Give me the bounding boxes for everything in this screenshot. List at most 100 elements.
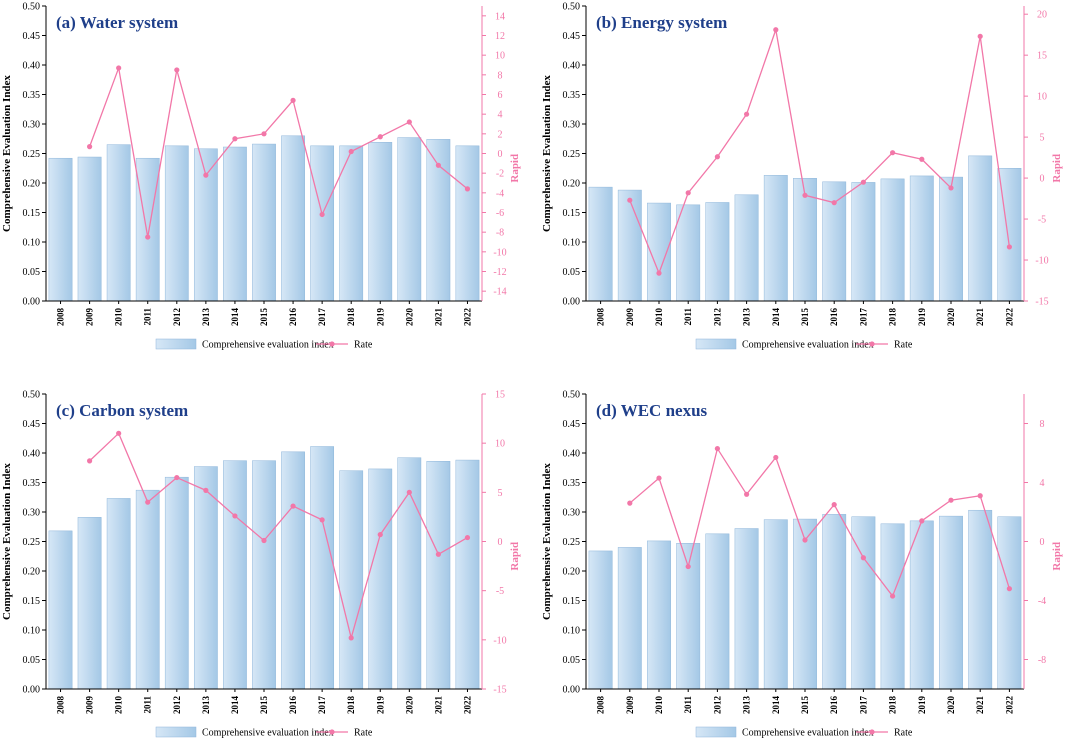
bar-2019 [909,175,934,302]
legend: Comprehensive evaluation index Rate [695,338,913,351]
y2-tick-label: 5 [498,488,503,499]
rate-point-2009 [627,500,633,506]
x-tick-label: 2008 [596,308,606,327]
x-tick-label: 2020 [404,308,414,327]
x-tick-label: 2013 [742,696,752,715]
bar-2010 [647,540,671,690]
rate-point-2020 [406,489,412,495]
legend-line-marker [869,729,875,735]
rate-point-2014 [773,27,779,33]
rate-point-2019 [919,156,925,162]
y2-tick-label: 10 [495,439,505,450]
y2-tick-label: -14 [493,287,506,298]
x-tick-label: 2012 [172,696,182,715]
rate-point-2018 [890,593,896,599]
bar-2008 [588,550,613,690]
chart-panel-3: 0.00 0.05 0.10 0.15 0.20 0.25 0.30 0.35 0.40 0.45… [1,390,521,739]
bar-2019 [368,468,393,690]
y-tick-label: 0.30 [23,508,41,519]
y-tick-label: 0.10 [23,626,41,637]
y2-tick-label: -5 [1038,215,1046,226]
bar-2014 [763,519,788,690]
bar-2014 [223,460,247,690]
rate-point-2015 [261,537,267,544]
x-tick-label: 2008 [56,696,66,715]
bar-2014 [223,146,247,302]
y-tick-label: 0.15 [23,208,41,219]
bar-2011 [135,157,160,302]
bar-2020 [939,176,963,302]
rate-point-2012 [174,474,180,481]
bar-2019 [368,142,393,302]
x-tick-label: 2012 [712,696,722,715]
y-tick-label: 0.10 [563,626,581,637]
y-tick-label: 0.45 [563,419,581,430]
y2-tick-label: -4 [496,188,504,199]
y-tick-label: 0.20 [563,179,581,190]
y-tick-label: 0.00 [563,685,581,696]
x-tick-label: 2016 [829,696,839,715]
y2-tick-label: -4 [1038,596,1046,607]
rate-point-2015 [261,131,267,137]
y-tick-label: 0.50 [23,390,41,401]
y2-tick-label: 8 [1040,419,1045,430]
bar-2011 [676,204,701,302]
rate-point-2022 [1006,244,1013,250]
x-tick-label: 2015 [259,308,269,327]
x-tick-label: 2010 [654,308,664,327]
x-tick-label: 2010 [654,696,664,715]
x-tick-label: 2017 [858,308,868,327]
legend: Comprehensive evaluation index Rate [155,338,373,351]
y2-tick-label: 14 [495,11,505,22]
y-tick-label: 0.10 [563,238,581,249]
rate-point-2021 [977,33,983,39]
legend: Comprehensive evaluation index Rate [695,726,913,739]
bar-2012 [705,533,730,690]
x-tick-label: 2017 [317,696,327,715]
x-tick-label: 2009 [85,696,95,715]
y-tick-label: 0.45 [563,31,581,42]
x-tick-label: 2019 [375,696,385,715]
x-tick-label: 2014 [230,696,240,715]
x-tick-label: 2021 [975,308,985,327]
x-tick-label: 2022 [1004,696,1014,715]
rate-point-2011 [145,234,151,240]
chart-panel-2: 0.00 0.05 0.10 0.15 0.20 0.25 0.30 0.35 0.40 0.45… [541,2,1063,351]
y-axis-label: Comprehensive Evaluation Index [541,463,553,620]
y-tick-label: 0.45 [23,419,41,430]
rate-point-2020 [406,119,412,125]
x-tick-label: 2022 [1004,308,1014,327]
x-tick-label: 2019 [917,308,927,327]
y-tick-label: 0.50 [563,2,581,13]
y2-tick-label: 4 [1040,478,1045,489]
y2-tick-label: 2 [498,129,503,140]
rate-point-2009 [87,458,93,464]
x-tick-label: 2011 [143,308,153,326]
bar-2016 [822,514,847,690]
y2-tick-label: 0 [1040,174,1045,185]
y2-tick-label: -6 [496,208,504,219]
bar-2012 [705,202,730,302]
x-tick-label: 2009 [625,696,635,715]
chart-panel-1: 0.00 0.05 0.10 0.15 0.20 0.25 0.30 0.35 0.40 0.45… [1,2,521,351]
y-tick-label: 0.25 [23,537,41,548]
bar-2019 [909,520,934,690]
y-tick-label: 0.25 [563,149,581,160]
rate-point-2014 [232,513,238,519]
bar-2013 [734,528,759,690]
y-tick-label: 0.20 [563,567,581,578]
legend-line-label: Rate [354,728,373,739]
x-tick-label: 2010 [114,696,124,715]
y2-axis-label: Rapid [509,542,521,571]
x-tick-label: 2008 [56,308,66,327]
y2-tick-label: 12 [495,31,505,42]
bar-2016 [281,135,305,302]
x-tick-label: 2008 [596,696,606,715]
bar-2015 [793,518,817,690]
bar-2012 [164,476,189,690]
rate-point-2016 [831,200,837,206]
legend-line-marker [329,341,335,347]
bar-2022 [997,516,1022,690]
bar-2018 [339,470,364,690]
rate-point-2016 [831,502,837,508]
